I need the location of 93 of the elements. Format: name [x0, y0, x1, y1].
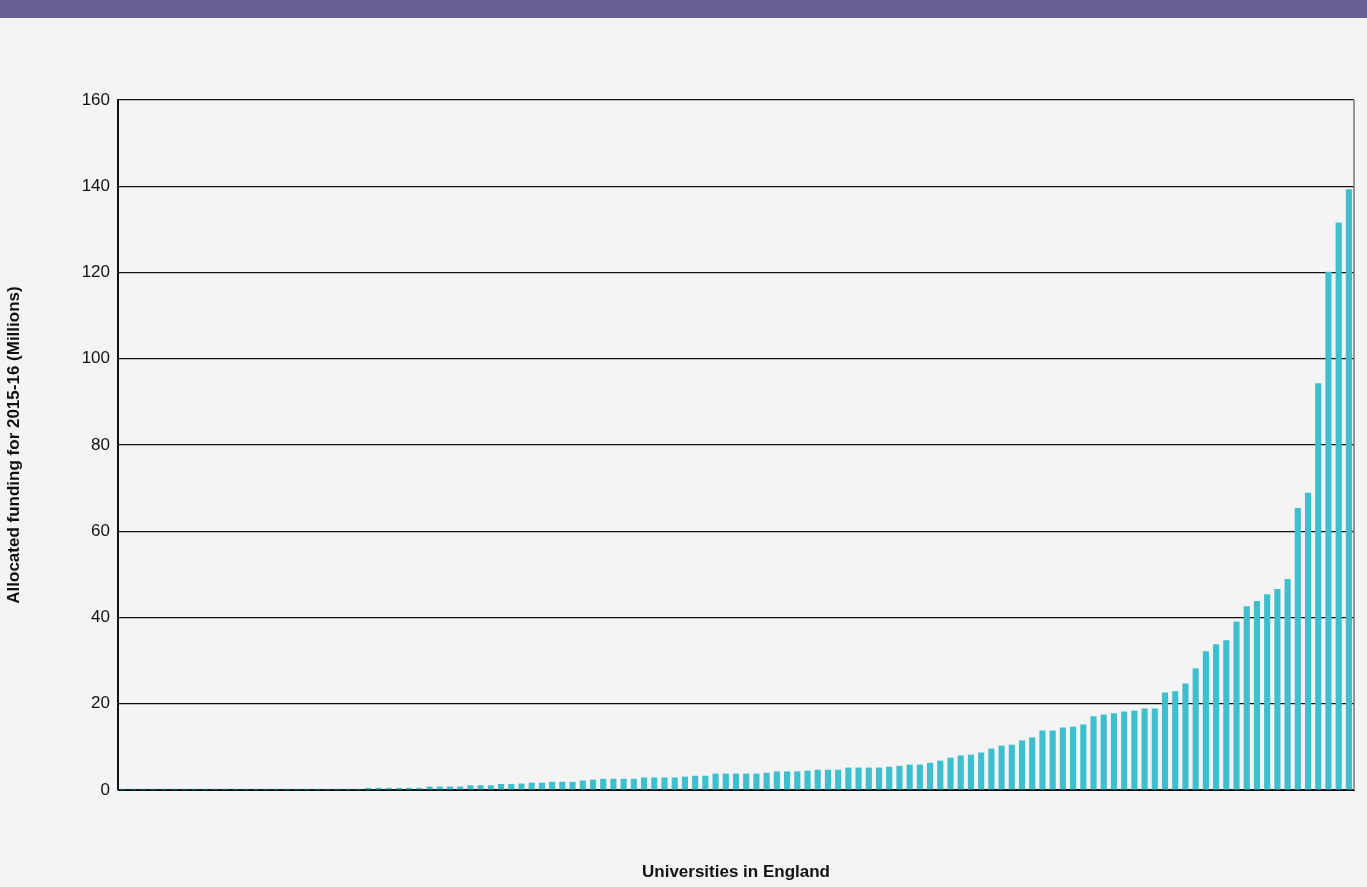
bar: [1039, 730, 1046, 790]
bar: [1141, 708, 1148, 790]
bar: [1172, 691, 1179, 790]
bar: [1192, 668, 1199, 790]
bar: [957, 755, 964, 790]
bar: [916, 764, 923, 790]
bar: [1223, 640, 1230, 790]
bar: [620, 778, 627, 790]
bar: [1253, 601, 1261, 790]
bar: [1325, 271, 1332, 790]
bar: [487, 785, 494, 790]
bar: [1202, 651, 1209, 790]
bar: [1161, 692, 1169, 790]
bar: [845, 767, 852, 790]
bar: [1315, 383, 1322, 790]
bar: [906, 764, 913, 790]
bar: [794, 771, 801, 790]
bar: [1151, 708, 1158, 790]
bar: [497, 783, 505, 790]
bar: [1274, 589, 1281, 790]
bar: [681, 776, 688, 790]
y-tick-label: 40: [91, 607, 110, 627]
bar: [855, 767, 862, 790]
bar: [1233, 621, 1240, 790]
bar: [988, 748, 995, 790]
bar: [1080, 724, 1087, 790]
bar: [1304, 492, 1312, 790]
x-axis-title: Universities in England: [642, 862, 830, 882]
bar: [1059, 727, 1066, 790]
bar: [630, 778, 637, 790]
y-tick-label: 140: [81, 175, 110, 195]
bar: [886, 766, 893, 790]
bar: [661, 777, 668, 790]
bar: [743, 773, 750, 790]
bar: [1335, 222, 1342, 790]
y-axis-title: Allocated funding for 2015-16 (Millions): [3, 286, 23, 604]
bar: [804, 770, 811, 790]
bar: [1294, 507, 1301, 790]
bar: [569, 781, 576, 790]
bar: [732, 773, 740, 790]
bar: [1264, 594, 1271, 790]
bar: [784, 771, 791, 790]
bar: [600, 778, 607, 790]
bar: [641, 777, 648, 790]
bar: [1131, 710, 1138, 790]
bar: [671, 777, 678, 790]
bar: [967, 754, 975, 790]
bar: [896, 765, 903, 790]
y-tick-label: 160: [81, 89, 110, 109]
bar: [651, 777, 658, 790]
bar: [712, 773, 719, 790]
bar: [589, 779, 597, 790]
bar: [773, 771, 780, 790]
bar: [1182, 683, 1189, 790]
bar: [937, 760, 944, 790]
bar: [1243, 606, 1250, 790]
bar: [1345, 189, 1352, 790]
bar: [1008, 744, 1015, 790]
bar: [722, 773, 729, 790]
bar: [1213, 644, 1220, 790]
bar: [610, 778, 617, 790]
bar: [947, 757, 954, 790]
bar: [467, 785, 474, 790]
bar: [477, 785, 484, 790]
y-tick-label: 120: [81, 262, 110, 282]
bar: [1100, 714, 1107, 790]
bar: [927, 762, 934, 790]
bar: [865, 767, 872, 790]
y-tick-label: 0: [100, 779, 110, 799]
bar: [1049, 730, 1056, 790]
bar: [835, 769, 842, 790]
y-tick-label: 80: [91, 434, 110, 454]
bar: [978, 752, 985, 790]
bar: [875, 767, 883, 790]
bar: [1029, 737, 1036, 790]
y-tick-label: 60: [91, 520, 110, 540]
bar: [518, 783, 525, 790]
bar: [1070, 726, 1077, 790]
bar: [814, 769, 821, 790]
bar: [1121, 711, 1128, 790]
bar: [692, 775, 699, 790]
bar: [824, 769, 831, 790]
bar: [1284, 579, 1291, 790]
bar: [998, 745, 1005, 790]
bar: [702, 775, 709, 790]
bar: [763, 772, 770, 790]
bar: [1018, 740, 1026, 790]
bar: [1090, 716, 1097, 790]
bar: [508, 783, 515, 790]
bar: [1110, 713, 1118, 790]
y-tick-label: 100: [81, 348, 110, 368]
y-tick-label: 20: [91, 693, 110, 713]
bar: [753, 773, 760, 790]
